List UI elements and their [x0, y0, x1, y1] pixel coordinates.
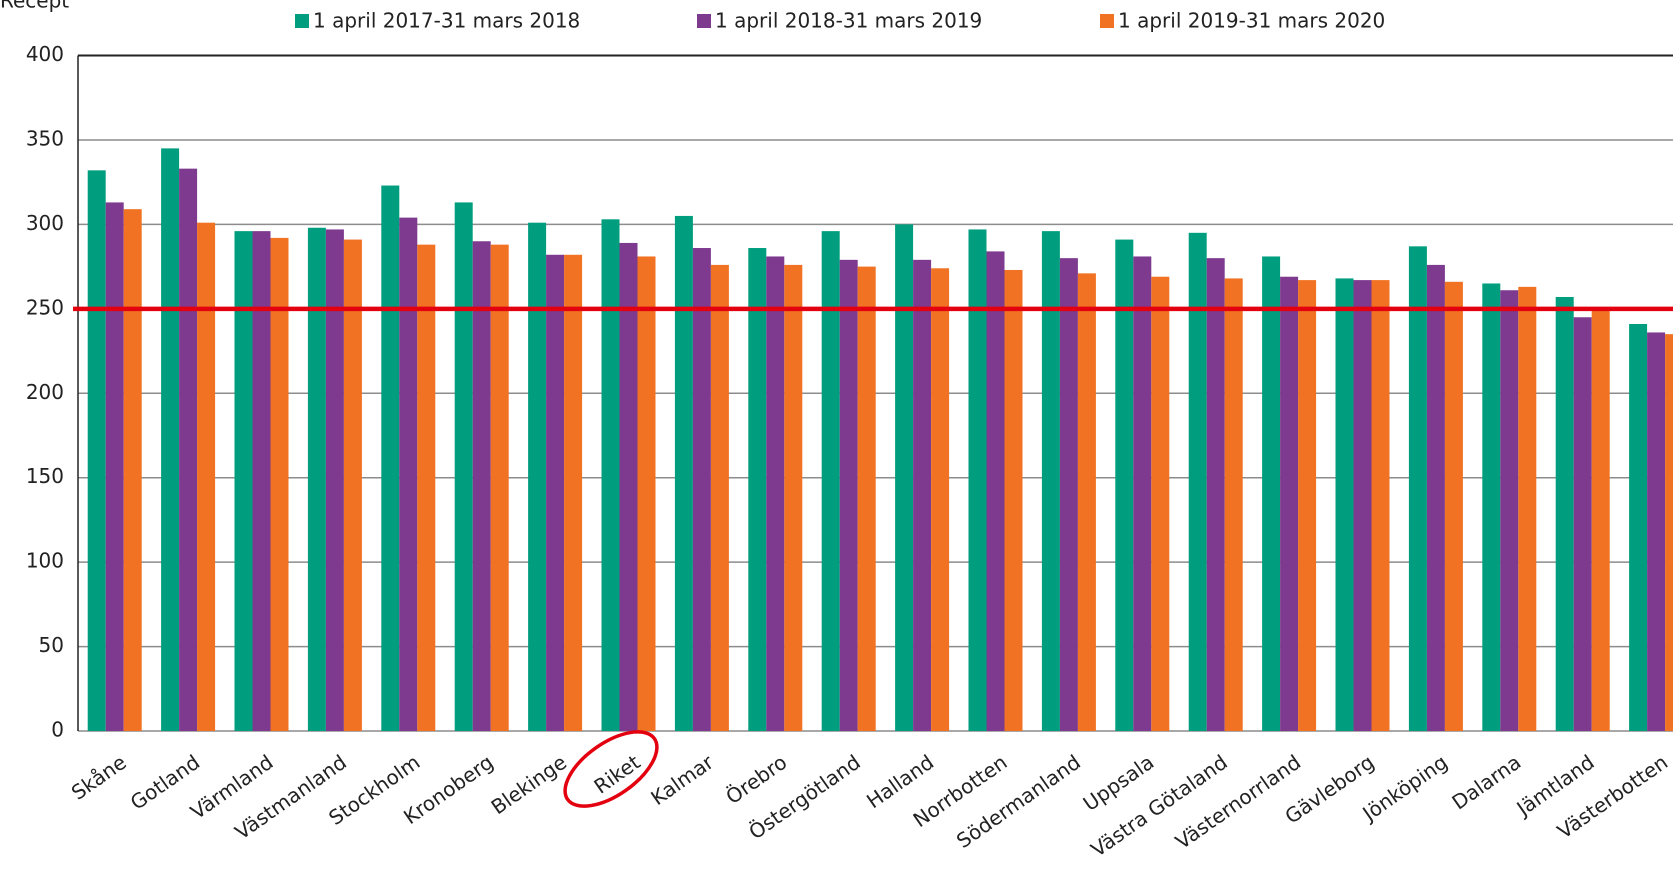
bar — [270, 237, 289, 731]
bar — [766, 256, 785, 731]
bar — [105, 202, 124, 731]
bar — [1206, 258, 1225, 731]
bar — [1591, 308, 1610, 731]
bar — [325, 229, 344, 731]
bar — [1371, 280, 1390, 731]
bar — [692, 248, 711, 731]
bar — [710, 264, 729, 731]
y-tick-label: 350 — [26, 126, 64, 150]
legend-label: 1 april 2019-31 mars 2020 — [1118, 9, 1385, 33]
y-tick-label: 0 — [51, 718, 64, 742]
bar — [1335, 278, 1354, 731]
bar — [1444, 281, 1463, 731]
x-tick-label: Dalarna — [1447, 750, 1525, 815]
x-tick-label: Kalmar — [646, 750, 718, 811]
bar — [197, 222, 216, 731]
legend-label: 1 april 2017-31 mars 2018 — [313, 9, 580, 33]
bar — [252, 231, 271, 731]
bar — [1115, 239, 1134, 732]
x-tick-label: Skåne — [67, 750, 131, 805]
bar — [1353, 280, 1372, 731]
bar — [784, 264, 803, 731]
legend-swatch — [697, 14, 711, 28]
bar — [1004, 269, 1023, 731]
y-tick-label: 150 — [26, 464, 64, 488]
bar — [454, 202, 473, 731]
bar — [1188, 232, 1207, 731]
y-tick-label: 100 — [26, 549, 64, 573]
legend-label: 1 april 2018-31 mars 2019 — [715, 9, 982, 33]
bar — [1518, 286, 1537, 731]
bar — [472, 241, 491, 731]
bar — [895, 224, 914, 731]
bar — [1647, 332, 1666, 731]
y-tick-label: 200 — [26, 380, 64, 404]
bar — [1408, 246, 1427, 732]
bar — [1629, 324, 1648, 731]
bar — [1482, 283, 1501, 731]
bar — [857, 266, 876, 731]
bar — [1151, 276, 1170, 731]
bar — [1500, 290, 1519, 731]
bar — [1426, 264, 1445, 731]
y-tick-label: 400 — [26, 42, 64, 66]
bar — [564, 254, 583, 731]
bar — [307, 227, 326, 731]
bar — [637, 256, 656, 731]
legend-swatch — [1100, 14, 1114, 28]
bar — [1280, 276, 1299, 731]
bar — [546, 254, 565, 731]
bar — [601, 219, 620, 731]
y-axis-title: Recept — [0, 0, 69, 13]
legend-swatch — [295, 14, 309, 28]
bar — [1041, 231, 1060, 731]
bar — [1298, 280, 1317, 731]
bar — [619, 242, 638, 732]
bar — [179, 168, 198, 732]
bar — [528, 222, 547, 731]
x-tick-label: Västernorrland — [1171, 750, 1305, 854]
bar — [161, 148, 180, 732]
bar — [1133, 256, 1152, 731]
bar — [1262, 256, 1281, 731]
bar — [234, 231, 253, 731]
bar — [123, 209, 142, 731]
bar — [821, 231, 840, 731]
y-tick-label: 250 — [26, 295, 64, 319]
bar — [490, 244, 509, 731]
bar — [968, 229, 987, 731]
bar — [1665, 334, 1673, 731]
bar — [986, 251, 1005, 731]
x-tick-label: Blekinge — [487, 750, 572, 819]
bar — [1573, 317, 1592, 731]
bar — [1077, 273, 1096, 731]
x-tick-label: Riket — [589, 750, 644, 799]
bar — [839, 259, 858, 731]
bar — [748, 248, 767, 731]
bar — [417, 244, 436, 731]
bar — [931, 268, 950, 731]
x-tick-label: Södermanland — [952, 750, 1085, 853]
y-tick-label: 300 — [26, 211, 64, 235]
bar — [381, 185, 400, 731]
bar — [87, 170, 106, 731]
bar — [1555, 296, 1574, 731]
bar — [1224, 278, 1243, 731]
bar — [399, 217, 418, 731]
bar — [674, 215, 693, 731]
bar — [913, 259, 932, 731]
bar — [1059, 258, 1078, 731]
bar — [343, 239, 362, 732]
y-tick-label: 50 — [39, 633, 64, 657]
highlight-ellipse — [563, 730, 659, 808]
